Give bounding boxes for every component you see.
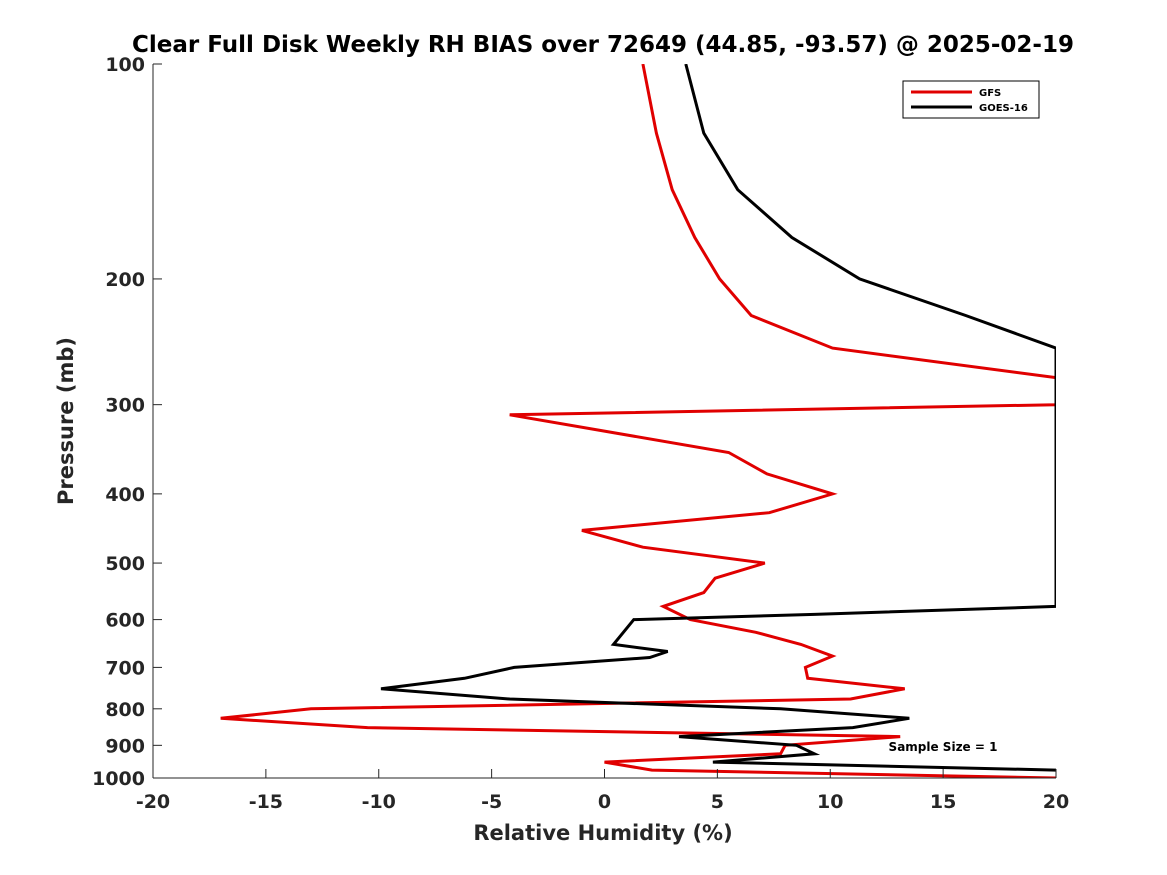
axes-layer: -20 -15 -10 -5 0 5 10 15 20 100 200 300 400 500 600 700… <box>92 54 1069 813</box>
x-tick-label: 15 <box>930 791 956 813</box>
y-tick-label: 400 <box>105 484 145 506</box>
legend-label-goes16: GOES-16 <box>979 103 1028 114</box>
y-tick-label: 100 <box>105 54 145 76</box>
x-tick-label: -5 <box>481 791 502 813</box>
x-tick-label: 5 <box>711 791 724 813</box>
chart-title: Clear Full Disk Weekly RH BIAS over 7264… <box>132 32 1074 58</box>
x-tick-label: -20 <box>136 791 170 813</box>
y-tick-label: 900 <box>105 735 145 757</box>
plot-area: -20 -15 -10 -5 0 5 10 15 20 100 200 300 400 500 600 700… <box>92 54 1069 813</box>
x-tick-label: 20 <box>1043 791 1069 813</box>
y-tick-label: 300 <box>105 395 145 417</box>
x-tick-label: -10 <box>362 791 396 813</box>
y-tick-label: 1000 <box>92 768 145 790</box>
sample-size-annotation: Sample Size = 1 <box>889 740 998 754</box>
x-tick-label: -15 <box>249 791 283 813</box>
legend-label-gfs: GFS <box>979 88 1001 99</box>
x-tick-label: 0 <box>598 791 611 813</box>
series-layer <box>220 64 1056 778</box>
series-line-gfs <box>220 64 1056 778</box>
plot-background <box>153 64 1056 778</box>
legend: GFS GOES-16 <box>902 80 1040 119</box>
legend-box <box>902 80 1040 119</box>
y-tick-label: 200 <box>105 269 145 291</box>
y-tick-label: 600 <box>105 610 145 632</box>
y-tick-label: 700 <box>105 657 145 679</box>
x-tick-label: 10 <box>817 791 843 813</box>
y-tick-label: 500 <box>105 553 145 575</box>
x-axis-label: Relative Humidity (%) <box>473 821 732 845</box>
series-line-goes16 <box>380 64 1056 772</box>
y-tick-label: 800 <box>105 699 145 721</box>
y-axis-label: Pressure (mb) <box>54 337 78 505</box>
